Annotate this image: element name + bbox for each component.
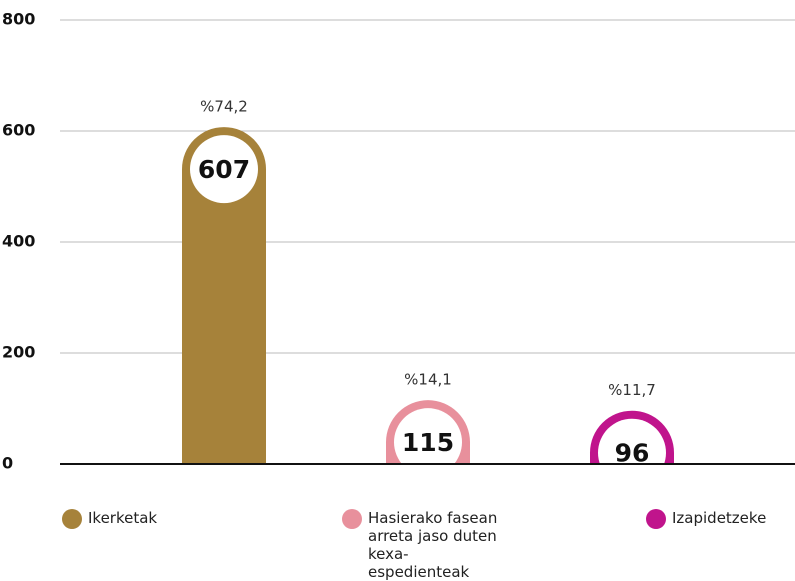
page: 0 200 400 600 800 607 %74,2 115 %14,1 96 %11,7 Ike… <box>2 9 795 581</box>
y-tick-label: 400 <box>2 232 35 251</box>
percent-label: %14,1 <box>404 371 452 389</box>
percent-label: %74,2 <box>200 98 248 116</box>
value-badge <box>598 418 666 487</box>
legend-swatch <box>646 509 666 529</box>
value-badge <box>190 135 258 204</box>
bar <box>182 127 266 464</box>
percent-label: %11,7 <box>608 381 656 399</box>
legend-swatch <box>342 509 362 529</box>
legend-item: Izapidetzeke <box>646 509 786 529</box>
chart: 0 200 400 600 800 607 %74,2 115 %14,1 96 %11,7 <box>2 9 795 487</box>
legend-item: Ikerketak <box>62 509 262 529</box>
value-label: 115 <box>402 428 454 457</box>
value-label: 96 <box>615 439 650 468</box>
y-tick-label: 200 <box>2 343 35 362</box>
legend-label: Hasierako fasean arreta jaso duten kexa-… <box>368 509 498 581</box>
value-label: 607 <box>198 155 250 184</box>
y-tick-label: 600 <box>2 121 35 140</box>
legend-item: Hasierako fasean arreta jaso duten kexa-… <box>342 509 512 581</box>
y-tick-label: 800 <box>2 10 35 29</box>
legend-swatch <box>62 509 82 529</box>
y-tick-label: 0 <box>2 454 13 473</box>
value-badge <box>394 408 462 477</box>
legend-label: Izapidetzeke <box>672 509 767 527</box>
legend-label: Ikerketak <box>88 509 158 527</box>
